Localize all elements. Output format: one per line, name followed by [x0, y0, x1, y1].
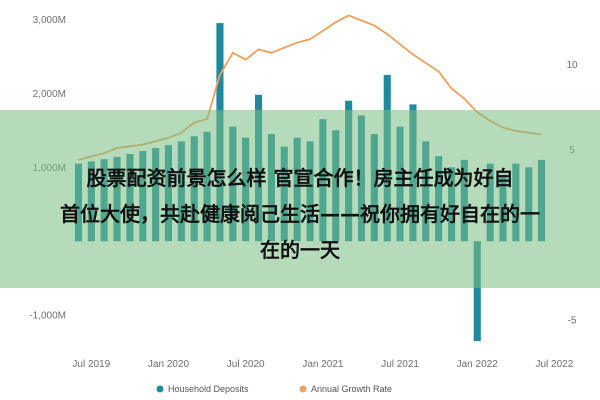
x-tick-label: Jul 2022 [535, 359, 573, 370]
x-tick-label: Jan 2021 [302, 359, 344, 370]
x-axis: Jul 2019 Jan 2020 Jul 2020 Jan 2021 Jul 2021… [72, 359, 573, 370]
banner-line-3: 在的一天 [260, 238, 340, 262]
x-tick-label: Jul 2021 [381, 359, 419, 370]
legend-marker-growth [299, 385, 307, 393]
banner-line-2: 首位大使，共赴健康阅己生活——祝你拥有好自在的一 [60, 202, 540, 226]
banner-text: 股票配资前景怎么样 官宣合作！房主任成为好自 首位大使，共赴健康阅己生活——祝你… [0, 160, 600, 268]
legend: Household Deposits Annual Growth Rate [156, 384, 392, 394]
y-right-tick-label: -5 [568, 315, 577, 326]
y-left-tick-label: 3,000M [33, 15, 66, 26]
y-left-tick-label: -1,000M [29, 311, 66, 322]
x-tick-label: Jan 2022 [457, 359, 499, 370]
legend-label-deposits: Household Deposits [168, 384, 249, 394]
legend-label-growth: Annual Growth Rate [311, 384, 392, 394]
overlay-banner [0, 110, 600, 288]
legend-marker-deposits [156, 385, 164, 393]
x-tick-label: Jul 2020 [227, 359, 265, 370]
y-right-tick-label: 10 [566, 60, 578, 71]
deposit-bar [473, 241, 481, 342]
y-left-tick-label: 2,000M [33, 89, 66, 100]
banner-line-1: 股票配资前景怎么样 官宣合作！房主任成为好自 [86, 166, 514, 190]
x-tick-label: Jul 2019 [72, 359, 110, 370]
x-tick-label: Jan 2020 [148, 359, 190, 370]
